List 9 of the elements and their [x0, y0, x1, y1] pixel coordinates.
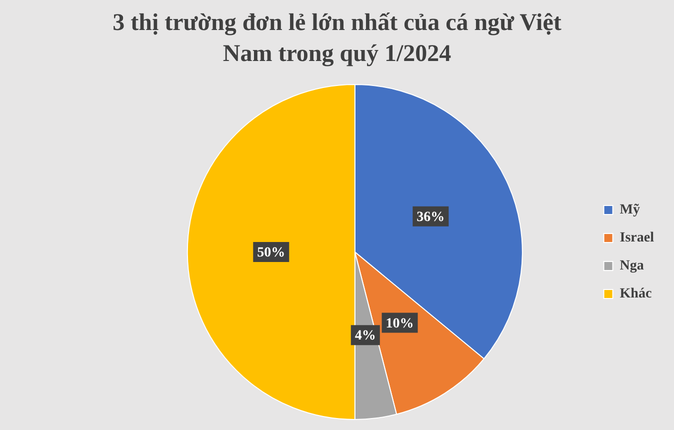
legend-label: Khác — [620, 286, 652, 302]
legend-label: Israel — [620, 230, 654, 246]
chart-title: 3 thị trường đơn lẻ lớn nhất của cá ngừ Việt Nam trong quý 1/2024 — [112, 9, 562, 69]
data-label: 50% — [257, 246, 286, 261]
legend-label: Nga — [620, 258, 644, 274]
legend-label: Mỹ — [620, 202, 640, 218]
data-label: 10% — [386, 316, 414, 332]
data-label: 4% — [354, 328, 376, 344]
data-label: 36% — [416, 210, 445, 225]
